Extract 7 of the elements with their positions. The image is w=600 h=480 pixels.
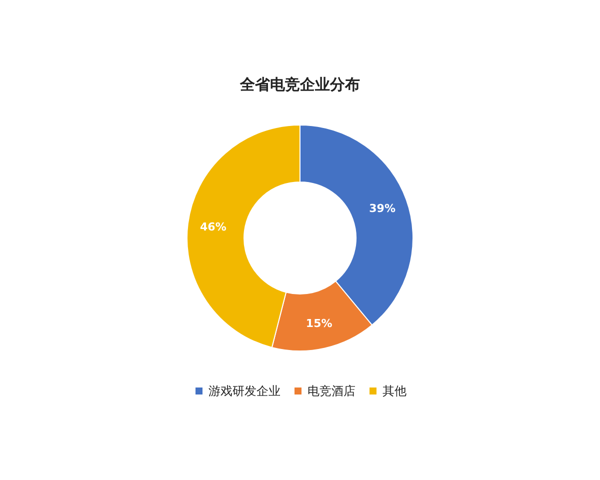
data-label: 46% xyxy=(200,220,226,234)
data-label: 15% xyxy=(306,316,332,330)
data-label: 39% xyxy=(369,202,396,215)
chart-title: 全省电竞企业分布 xyxy=(239,76,360,94)
legend-label: 其他 xyxy=(382,384,406,398)
legend-label: 电竞酒店 xyxy=(308,384,356,398)
legend-label: 游戏研发企业 xyxy=(208,384,280,398)
